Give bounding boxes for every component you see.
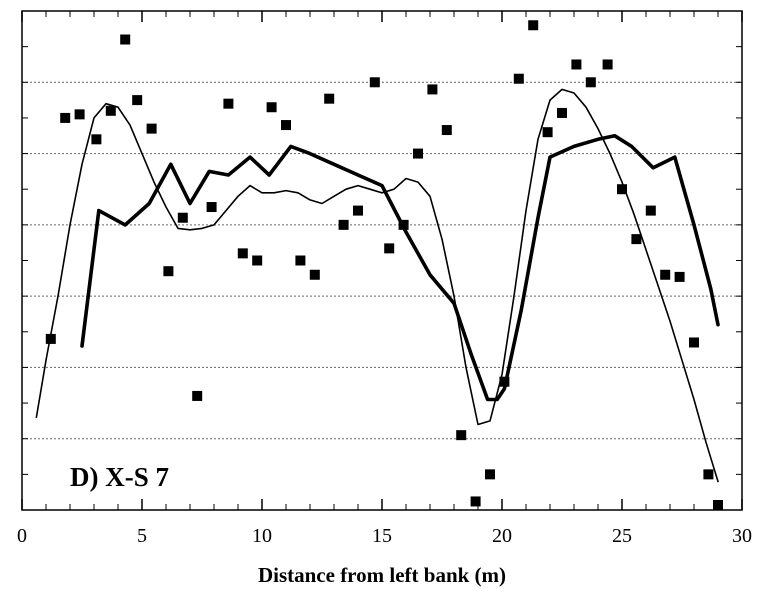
data-point-square	[631, 234, 642, 245]
plot-frame	[21, 10, 743, 511]
data-point-square	[660, 269, 671, 280]
minor-ticks	[22, 11, 742, 510]
x-axis-title: Distance from left bank (m)	[258, 563, 506, 587]
data-point-square	[571, 59, 582, 70]
data-point-square	[309, 269, 320, 280]
data-point-square	[237, 248, 248, 259]
data-point-square	[223, 98, 234, 109]
data-point-square	[74, 109, 85, 120]
series-layer	[35, 20, 723, 510]
thick-series-line	[80, 134, 720, 402]
data-point-square	[324, 93, 335, 104]
data-point-square	[146, 123, 157, 134]
data-point-square	[295, 255, 306, 266]
data-point-square	[91, 134, 102, 145]
data-point-square	[674, 271, 685, 282]
data-point-square	[132, 95, 143, 106]
x-tick-label: 15	[372, 525, 392, 547]
data-point-square	[485, 469, 495, 480]
x-tick-label: 5	[137, 525, 147, 547]
data-point-square	[456, 430, 467, 441]
data-point-square	[713, 500, 723, 510]
data-point-square	[163, 266, 174, 277]
data-point-square	[384, 243, 395, 254]
data-point-square	[398, 219, 409, 230]
data-point-square	[703, 469, 714, 480]
data-point-square	[645, 205, 656, 216]
x-tick-label: 0	[17, 525, 27, 547]
data-point-square	[120, 34, 131, 45]
data-point-square	[353, 205, 363, 216]
data-point-square	[338, 219, 349, 230]
data-point-square	[499, 376, 510, 387]
data-point-square	[441, 125, 452, 136]
x-tick-label: 25	[612, 525, 632, 547]
data-point-square	[105, 105, 116, 116]
data-point-square	[281, 120, 291, 131]
data-point-square	[45, 333, 56, 344]
data-point-square	[177, 212, 188, 223]
data-point-square	[192, 390, 203, 401]
data-point-square	[617, 184, 627, 195]
data-point-square	[266, 102, 277, 113]
x-tick-label: 20	[492, 525, 512, 547]
data-point-square	[542, 127, 553, 138]
data-point-square	[413, 148, 423, 159]
data-point-square	[689, 337, 699, 348]
panel-label: D) X-S 7	[70, 462, 169, 492]
thin-series-line	[35, 88, 719, 483]
data-point-square	[585, 77, 596, 88]
data-point-square	[206, 202, 217, 213]
x-tick-label: 30	[732, 525, 752, 547]
plot-background	[22, 11, 742, 510]
data-point-square	[252, 255, 263, 266]
data-point-square	[513, 73, 524, 84]
data-point-square	[60, 112, 71, 123]
data-point-square	[470, 496, 481, 507]
data-point-square	[369, 77, 380, 88]
x-tick-label: 10	[252, 525, 272, 547]
data-point-square	[602, 59, 613, 70]
data-point-square	[427, 84, 438, 95]
x-tick-labels: 0 5 10 15 20 25 30	[17, 525, 752, 547]
data-point-square	[557, 107, 567, 118]
data-point-square	[528, 20, 539, 31]
